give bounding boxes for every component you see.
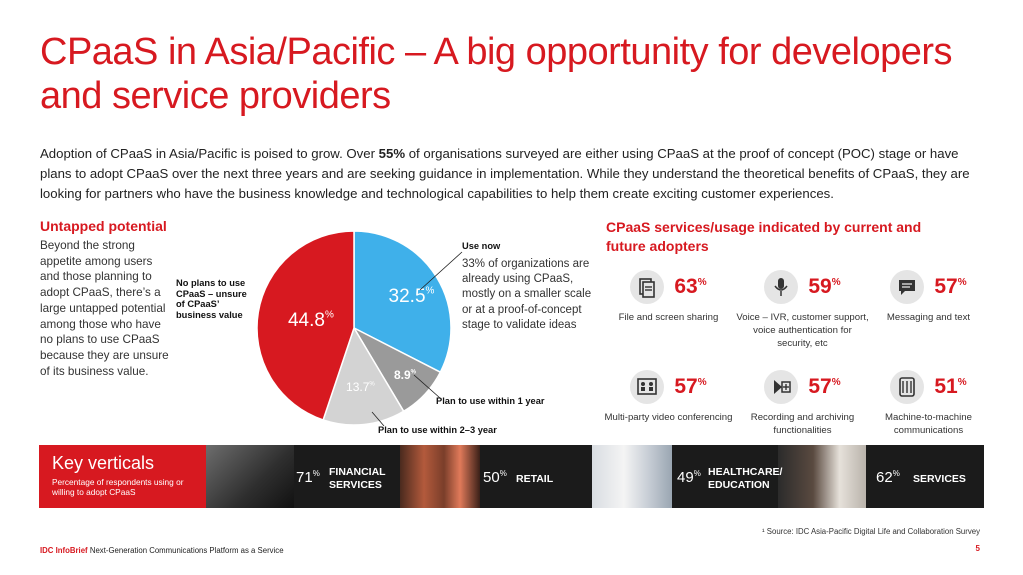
intro-highlight: 55% (378, 146, 406, 161)
service-item: 57% Multi-party video conferencing (601, 370, 736, 424)
service-pct-value: 59 (808, 275, 832, 298)
label-within-1-year: Plan to use within 1 year (436, 396, 545, 406)
service-pct-unit: % (831, 277, 841, 288)
key-verticals-title: Key verticals (52, 453, 155, 473)
vertical-name-line1: HEALTHCARE/ (708, 466, 783, 478)
vertical-pct-unit: % (312, 469, 320, 478)
use-now-description: 33% of organizations are already using C… (462, 258, 592, 331)
key-verticals-subtitle: Percentage of respondents using or willi… (52, 477, 184, 497)
footer-brand: IDC InfoBrief (40, 546, 88, 555)
key-verticals-box (39, 445, 206, 508)
service-item: 57% Recording and archiving functionaliti… (735, 370, 870, 437)
photo-retail (400, 445, 480, 508)
service-label: File and screen sharing (618, 312, 719, 323)
service-pct-unit: % (697, 277, 707, 288)
untapped-text: Beyond the strong appetite among users a… (40, 239, 169, 378)
photo-healthcare (592, 445, 672, 508)
intro-paragraph: Adoption of CPaaS in Asia/Pacific is poi… (40, 144, 980, 204)
vertical-percentage: 71% (296, 469, 320, 486)
service-pct-unit: % (831, 377, 841, 388)
service-pct-value: 57 (808, 375, 832, 398)
vertical-pct-value: 62 (876, 469, 893, 486)
service-percentage: 59% (808, 275, 840, 299)
intro-text-end: of organisations surveyed are either usi… (40, 146, 970, 201)
service-pct-value: 51 (934, 375, 958, 398)
vertical-name: HEALTHCARE/EDUCATION (708, 466, 782, 491)
service-item: 51% Machine-to-machine communications (861, 370, 996, 437)
source-note: ¹ Source: IDC Asia-Pacific Digital Life … (762, 527, 980, 536)
service-pct-value: 63 (674, 275, 698, 298)
footer-text: Next-Generation Communications Platform … (89, 546, 284, 555)
record-icon (764, 370, 799, 404)
service-pct-unit: % (957, 277, 967, 288)
service-pct-unit: % (697, 377, 707, 388)
service-percentage: 51% (934, 375, 966, 399)
vertical-pct-value: 50 (483, 469, 500, 486)
page-title: CPaaS in Asia/Pacific – A big opportunit… (40, 31, 953, 117)
page-number: 5 (975, 544, 980, 553)
vertical-name-line1: FINANCIAL (329, 466, 386, 478)
vertical-name-line1: SERVICES (913, 473, 966, 485)
service-label: Multi-party video conferencing (604, 412, 733, 423)
pie-value-label-4: 44.8% (288, 309, 334, 331)
service-percentage: 63% (674, 275, 706, 299)
pie-value-label-1: 32.5% (389, 285, 435, 307)
service-percentage: 57% (808, 375, 840, 399)
pie-value-label-3: 13.7% (346, 380, 375, 394)
vertical-name-line1: RETAIL (516, 473, 554, 485)
pie-slice-3 (322, 326, 405, 426)
video-conference-icon (630, 370, 665, 404)
machine-icon (890, 370, 925, 404)
service-label: Messaging and text (886, 312, 971, 323)
vertical-pct-unit: % (892, 469, 900, 478)
intro-text-start: Adoption of CPaaS in Asia/Pacific is poi… (40, 146, 379, 161)
label-within-2-3-year: Plan to use within 2–3 year (378, 425, 497, 435)
pie-slice-4 (256, 230, 355, 421)
vertical-pct-unit: % (693, 469, 701, 478)
footer: IDC InfoBrief Next-Generation Communicat… (40, 546, 284, 555)
service-pct-value: 57 (934, 275, 958, 298)
service-pct-value: 57 (674, 375, 698, 398)
label-no-plans: No plans to use CPaaS – unsure of CPaaS’… (176, 278, 247, 320)
vertical-pct-value: 71 (296, 469, 313, 486)
service-item: 63% File and screen sharing (601, 270, 736, 324)
chat-bubble-icon (890, 270, 925, 304)
services-heading: CPaaS services/usage indicated by curren… (606, 219, 922, 254)
service-label: Machine-to-machine communications (885, 412, 972, 436)
vertical-name: SERVICES (913, 473, 966, 486)
service-percentage: 57% (934, 275, 966, 299)
file-sharing-icon (630, 270, 665, 304)
service-label: Voice – IVR, customer support, voice aut… (736, 312, 869, 349)
adoption-pie-chart: 32.5% 8.9% 13.7% 44.8% (256, 230, 452, 426)
service-pct-unit: % (957, 377, 967, 388)
vertical-name-line2: EDUCATION (708, 478, 770, 491)
pie-value-label-2: 8.9% (394, 368, 417, 382)
service-label: Recording and archiving functionalities (750, 412, 855, 436)
label-use-now: Use now (462, 241, 501, 251)
vertical-percentage: 62% (876, 469, 900, 486)
photo-financial (206, 445, 294, 508)
vertical-pct-unit: % (499, 469, 507, 478)
vertical-name: RETAIL (516, 473, 553, 486)
service-percentage: 57% (674, 375, 706, 399)
vertical-pct-value: 49 (677, 469, 694, 486)
vertical-name-line2: SERVICES (329, 478, 382, 491)
service-item: 57% Messaging and text (861, 270, 996, 324)
microphone-icon (764, 270, 799, 304)
vertical-percentage: 50% (483, 469, 507, 486)
untapped-heading: Untapped potential (40, 218, 167, 234)
vertical-percentage: 49% (677, 469, 701, 486)
vertical-name: FINANCIAL SERVICES (329, 466, 386, 491)
service-item: 59% Voice – IVR, customer support, voice … (735, 270, 870, 350)
photo-services (778, 445, 866, 508)
